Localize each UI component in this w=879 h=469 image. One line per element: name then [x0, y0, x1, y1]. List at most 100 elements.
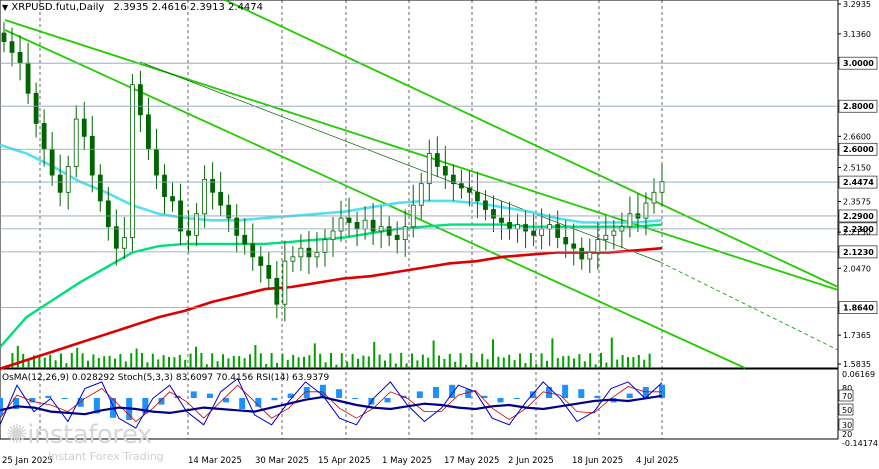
- osma-bar: [45, 395, 52, 398]
- time-axis-label: 15 Apr 2025: [318, 456, 371, 465]
- volume-bar: [497, 356, 500, 368]
- header-ohlc: 2.3935 2.4616 2.3913 2.4474: [113, 2, 264, 13]
- grid: [0, 0, 839, 440]
- volume-bar: [362, 355, 365, 368]
- osma-bar: [594, 395, 601, 398]
- candle-body: [491, 209, 496, 219]
- volume-bar: [265, 364, 268, 368]
- channel-line-upper: [4, 19, 839, 291]
- volume-bar: [535, 363, 538, 368]
- volume-bar: [130, 353, 133, 368]
- ma-slow-line: [0, 246, 663, 371]
- candle-body: [450, 174, 456, 185]
- volume-bar: [443, 358, 446, 368]
- volume-bar: [151, 353, 154, 368]
- volume-bar: [459, 353, 462, 368]
- candle-body: [57, 174, 63, 193]
- volume-bar: [508, 354, 511, 368]
- osma-bar: [642, 387, 649, 398]
- volume-bar: [416, 360, 419, 368]
- price-tick-label: 1.8640: [843, 304, 874, 313]
- osma-bar: [626, 393, 633, 398]
- volume-bar: [411, 353, 413, 368]
- price-tick-label: 2.0470: [843, 264, 871, 273]
- indicator-level-box: [838, 389, 854, 402]
- candle-body: [49, 148, 55, 176]
- candle-body: [282, 260, 288, 305]
- candle-body: [322, 239, 328, 253]
- time-axis-label: 14 Mar 2025: [188, 456, 242, 465]
- volume-bar: [335, 364, 338, 368]
- time-axis-label: 30 Mar 2025: [255, 456, 309, 465]
- candle-body: [467, 187, 472, 193]
- osma-bar: [384, 398, 391, 403]
- volume-bar: [648, 353, 651, 368]
- candle-body: [73, 118, 79, 167]
- candle-body: [138, 84, 143, 116]
- price-axis: 3.2935 3.1360 3.0000 2.8000 2.6600 2.6000 2.51…: [838, 0, 878, 369]
- volume-bar: [60, 353, 62, 368]
- candle-body: [9, 41, 15, 53]
- price-level-box: [838, 209, 878, 223]
- volume-bar: [173, 357, 176, 368]
- price-tick-label: 3.1360: [843, 30, 871, 39]
- ma-fast-line: [0, 143, 663, 224]
- volume-bar: [205, 364, 208, 368]
- time-axis-label: 1 May 2025: [382, 456, 432, 465]
- volume-bar: [481, 353, 484, 368]
- candle-body: [81, 118, 87, 137]
- volume-bar: [297, 357, 300, 368]
- volume-bar: [146, 362, 149, 368]
- candle-body: [434, 153, 440, 167]
- volume-bar: [184, 359, 187, 368]
- indicator-axis-label: 50: [842, 406, 852, 415]
- candle-body: [483, 200, 488, 210]
- volume-bars: [6, 337, 651, 368]
- volume-bar: [454, 361, 457, 368]
- osma-bar: [0, 398, 3, 416]
- indicator-axis-label: 70: [842, 392, 852, 401]
- price-tick-label: 2.6000: [843, 145, 874, 154]
- candle-body: [587, 252, 593, 260]
- candle-body: [129, 84, 135, 238]
- price-tick-label: 2.5150: [843, 164, 871, 173]
- volume-bar: [492, 339, 494, 368]
- price-tick-label: 1.5835: [843, 360, 871, 369]
- brand-icon: ✺: [6, 420, 28, 450]
- channel-line-outer: [224, 0, 839, 288]
- candle-body: [426, 153, 432, 185]
- osma-bar: [93, 398, 100, 414]
- volume-bar: [589, 353, 592, 368]
- candle-body: [571, 243, 577, 249]
- volume-bar: [583, 361, 586, 368]
- osma-bar: [255, 398, 262, 407]
- candle-body: [17, 52, 23, 64]
- volume-bar: [621, 355, 624, 368]
- header-symbol: XRPUSD.futu,Daily: [11, 2, 105, 13]
- volume-bar: [135, 348, 138, 368]
- candle-body: [250, 243, 256, 258]
- candle-body: [105, 200, 111, 228]
- osma-bar: [29, 398, 36, 403]
- candle-body: [370, 219, 376, 232]
- volume-bar: [232, 355, 235, 368]
- osma-bar: [497, 398, 504, 403]
- volume-bar: [610, 337, 613, 368]
- indicator-header: OsMA(12,26,9) 0.028292 Stoch(5,3,3) 83.6…: [2, 373, 330, 383]
- time-axis-label: 4 Jul 2025: [636, 456, 679, 465]
- candle-body: [202, 178, 208, 215]
- volume-bar: [178, 354, 181, 368]
- stoch-main-line: [0, 377, 663, 429]
- volume-bar: [432, 340, 435, 368]
- volume-bar: [324, 362, 327, 368]
- volume-bar: [524, 363, 527, 368]
- candle-body: [314, 252, 320, 258]
- volume-bar: [578, 354, 581, 368]
- volume-bar: [81, 353, 84, 368]
- volume-bar: [405, 363, 408, 368]
- osma-bar: [142, 398, 149, 414]
- candle-body: [97, 174, 103, 202]
- volume-bar: [643, 359, 646, 368]
- candle-body: [651, 191, 657, 204]
